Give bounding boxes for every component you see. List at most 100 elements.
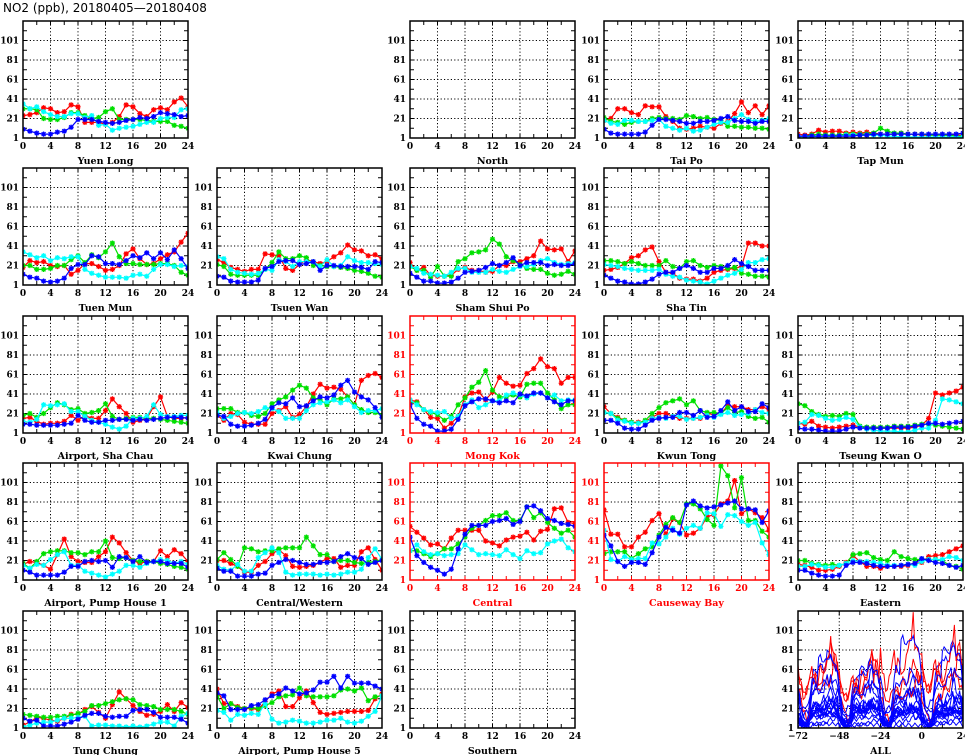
data-point-marker xyxy=(130,562,136,568)
x-tick-label: 16 xyxy=(514,437,527,447)
data-point-marker xyxy=(912,134,918,138)
data-point-marker xyxy=(372,546,378,552)
data-point-marker xyxy=(365,554,371,561)
data-point-marker xyxy=(608,417,614,423)
data-point-marker xyxy=(164,417,170,423)
data-point-marker xyxy=(857,425,863,431)
data-point-marker xyxy=(290,387,296,393)
x-tick-label: 4 xyxy=(47,289,53,299)
data-point-marker xyxy=(130,417,136,423)
data-point-marker xyxy=(517,391,523,397)
data-point-marker xyxy=(551,538,557,544)
data-point-marker xyxy=(683,532,690,538)
y-tick-label: 81 xyxy=(200,498,213,508)
x-tick-label: 16 xyxy=(708,584,721,594)
y-tick-label: 81 xyxy=(587,351,600,361)
data-point-marker xyxy=(171,122,177,128)
data-point-marker xyxy=(704,264,710,271)
data-point-marker xyxy=(358,407,364,413)
x-tick-label: 8 xyxy=(462,584,468,594)
data-point-marker xyxy=(96,272,102,278)
x-tick-label: 12 xyxy=(293,289,306,299)
data-point-marker xyxy=(228,271,234,277)
y-tick-label: 61 xyxy=(6,371,19,381)
data-point-marker xyxy=(864,550,870,556)
y-tick-label: 81 xyxy=(6,56,19,66)
data-point-marker xyxy=(551,399,557,405)
data-point-marker xyxy=(544,256,551,262)
plot-frame xyxy=(603,20,770,139)
x-tick-label: 12 xyxy=(680,142,693,152)
data-point-marker xyxy=(157,415,164,421)
data-point-marker xyxy=(843,414,849,420)
data-point-marker xyxy=(829,573,835,579)
data-point-marker xyxy=(345,569,351,575)
data-point-marker xyxy=(290,557,296,564)
data-point-marker xyxy=(939,396,945,402)
x-tick-label: 12 xyxy=(99,289,112,299)
y-tick-label: 61 xyxy=(6,76,19,86)
y-tick-label: 1 xyxy=(400,429,406,439)
data-point-marker xyxy=(351,258,358,264)
y-tick-label: 41 xyxy=(200,537,213,547)
data-point-marker xyxy=(538,508,544,514)
data-point-marker xyxy=(670,398,676,404)
data-point-marker xyxy=(538,528,544,534)
data-point-marker xyxy=(809,408,815,415)
data-point-marker xyxy=(137,114,143,121)
data-point-marker xyxy=(677,274,683,280)
series-line-red xyxy=(798,612,963,703)
x-tick-label: 0 xyxy=(20,437,26,447)
data-point-marker xyxy=(41,266,47,272)
data-point-marker xyxy=(656,266,662,272)
data-point-marker xyxy=(228,568,234,574)
data-point-marker xyxy=(732,477,738,484)
y-tick-label: 61 xyxy=(200,518,213,528)
plot-frame xyxy=(22,20,189,139)
data-point-marker xyxy=(953,131,959,137)
data-point-marker xyxy=(262,701,268,707)
data-point-marker xyxy=(683,409,690,416)
data-point-marker xyxy=(324,711,330,717)
data-point-marker xyxy=(358,264,364,271)
data-point-marker xyxy=(649,122,655,128)
data-point-marker xyxy=(877,563,884,569)
data-point-marker xyxy=(697,503,703,509)
data-point-marker xyxy=(102,119,109,125)
y-tick-label: 61 xyxy=(587,371,600,381)
data-point-marker xyxy=(228,560,234,567)
data-point-marker xyxy=(732,412,738,419)
plot-frame xyxy=(797,462,964,581)
data-point-marker xyxy=(455,416,461,422)
data-point-marker xyxy=(745,118,751,125)
x-tick-label: 8 xyxy=(269,584,275,594)
data-point-marker xyxy=(109,274,115,280)
data-point-marker xyxy=(946,131,952,137)
data-point-marker xyxy=(544,270,551,276)
data-point-marker xyxy=(47,106,54,112)
data-point-marker xyxy=(732,117,738,124)
series-group xyxy=(798,125,963,138)
data-point-marker xyxy=(116,554,122,560)
plot-frame xyxy=(409,167,576,286)
data-point-marker xyxy=(310,391,316,397)
data-point-marker xyxy=(151,721,157,727)
data-point-marker xyxy=(517,555,523,562)
data-point-marker xyxy=(283,553,289,559)
data-point-marker xyxy=(932,390,939,396)
data-point-marker xyxy=(178,564,184,570)
data-point-marker xyxy=(276,253,282,259)
y-tick-label: 41 xyxy=(6,390,19,400)
data-point-marker xyxy=(926,420,932,426)
data-point-marker xyxy=(544,526,551,532)
data-point-marker xyxy=(137,702,143,708)
data-point-marker xyxy=(164,702,170,708)
data-point-marker xyxy=(109,120,115,126)
data-point-marker xyxy=(836,416,842,422)
data-point-marker xyxy=(324,257,330,263)
data-point-marker xyxy=(531,259,537,266)
data-point-marker xyxy=(82,708,88,715)
data-point-marker xyxy=(338,564,344,570)
data-point-marker xyxy=(47,262,54,269)
